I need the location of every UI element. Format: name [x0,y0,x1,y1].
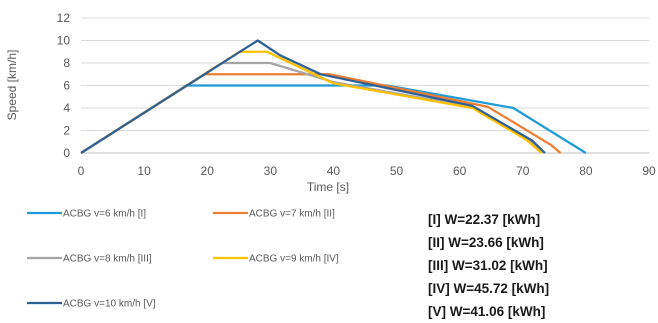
x-tick-label: 50 [390,164,404,178]
y-tick-label: 4 [63,101,70,115]
grid-lines [81,17,649,154]
legend: ACBG v=6 km/h [I] ACBG v=7 km/h [II] ACBG … [27,209,339,310]
energy-annotations: [I] W=22.37 [kWh] [II] W=23.66 [kWh] [II… [428,208,653,323]
legend-label: ACBG v=6 km/h [I] [63,209,146,220]
legend-item-4: ACBG v=9 km/h [IV] [213,254,339,265]
x-tick-label: 20 [201,164,215,178]
x-tick-labels: 0 10 20 30 40 50 60 70 80 90 [78,164,656,178]
y-tick-labels: 0 2 4 6 8 10 12 [57,11,71,160]
x-tick-label: 0 [78,164,85,178]
legend-label: ACBG v=7 km/h [II] [249,209,335,220]
energy-annotation-3: [III] W=31.02 [kWh] [428,258,548,273]
legend-label: ACBG v=8 km/h [III] [63,254,152,265]
legend-item-1: ACBG v=6 km/h [I] [27,209,146,220]
y-tick-label: 12 [57,11,71,25]
legend-item-2: ACBG v=7 km/h [II] [213,209,335,220]
legend-item-3: ACBG v=8 km/h [III] [27,254,152,265]
x-tick-label: 40 [327,164,341,178]
y-tick-label: 2 [63,124,70,138]
series-lines [80,39,587,154]
series-line-5 [80,39,546,154]
energy-annotation-5: [V] W=41.06 [kWh] [428,304,546,319]
series-line-4 [80,50,543,154]
x-tick-label: 90 [642,164,656,178]
y-tick-label: 10 [57,34,71,48]
y-tick-label: 6 [63,79,70,93]
x-axis-label: Time [s] [307,180,349,194]
y-tick-label: 0 [63,146,70,160]
energy-annotation-4: [IV] W=45.72 [kWh] [428,281,550,296]
energy-annotation-2: [II] W=23.66 [kWh] [428,235,544,250]
legend-label: ACBG v=10 km/h [V] [63,299,156,310]
energy-annotation-1: [I] W=22.37 [kWh] [428,212,541,227]
x-tick-label: 10 [137,164,151,178]
x-tick-label: 80 [579,164,593,178]
y-tick-label: 8 [63,56,70,70]
y-axis-label: Speed [km/h] [5,50,19,121]
x-tick-label: 60 [453,164,467,178]
x-tick-label: 70 [516,164,530,178]
legend-item-5: ACBG v=10 km/h [V] [27,299,156,310]
legend-label: ACBG v=9 km/h [IV] [249,254,339,265]
x-tick-label: 30 [264,164,278,178]
